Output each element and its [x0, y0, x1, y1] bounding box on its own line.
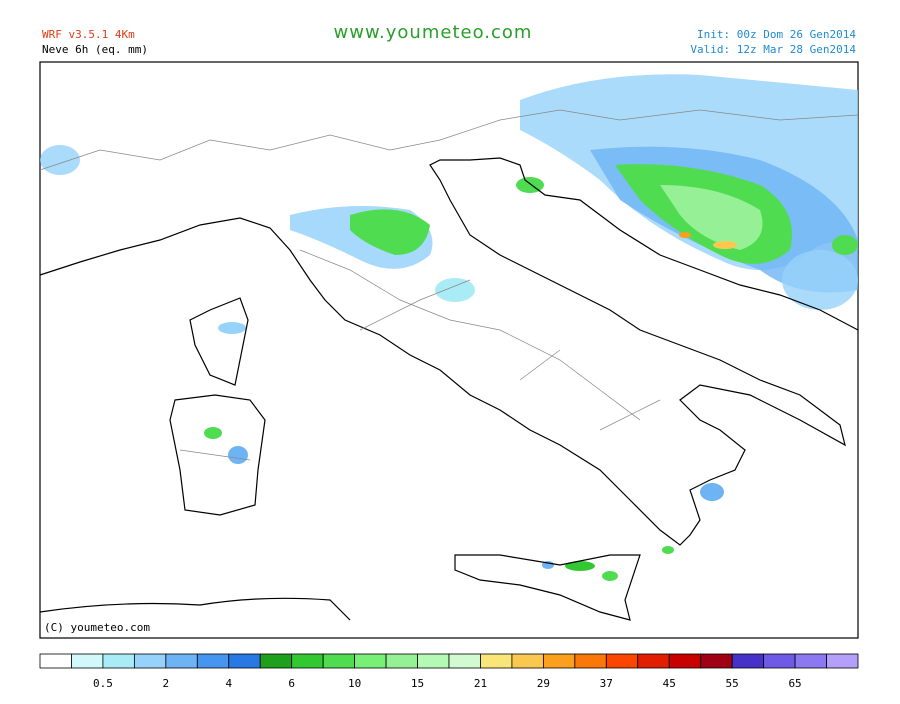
color-box — [385, 653, 418, 669]
color-box — [637, 653, 670, 669]
legend-label: 45 — [663, 677, 676, 690]
legend-label: 10 — [348, 677, 361, 690]
credit: (C) youmeteo.com — [44, 621, 150, 634]
color-box — [794, 653, 827, 669]
color-box — [291, 653, 324, 669]
legend-label: 65 — [788, 677, 801, 690]
color-box — [133, 653, 167, 669]
color-box — [322, 653, 356, 669]
color-box — [511, 653, 544, 669]
color-box — [763, 653, 796, 669]
model-label: WRF v3.5.1 4Km — [42, 28, 135, 41]
color-box — [700, 653, 733, 669]
color-box — [605, 653, 639, 669]
color-box — [71, 653, 104, 669]
valid-label: Valid: 12z Mar 28 Gen2014 — [690, 43, 856, 56]
variable-label: Neve 6h (eq. mm) — [42, 43, 148, 56]
legend-label: 2 — [163, 677, 170, 690]
color-box — [354, 653, 387, 669]
precipitation — [40, 74, 858, 581]
legend-label: 4 — [225, 677, 232, 690]
color-box — [165, 653, 198, 669]
map: (C) youmeteo.com — [39, 61, 859, 639]
color-box — [259, 653, 293, 669]
init-label: Init: 00z Dom 26 Gen2014 — [697, 28, 856, 41]
legend-label: 6 — [288, 677, 295, 690]
legend-label: 37 — [600, 677, 613, 690]
color-box — [542, 653, 576, 669]
legend-label: 0.5 — [93, 677, 113, 690]
color-box — [417, 653, 450, 669]
legend-label: 29 — [537, 677, 550, 690]
color-box — [574, 653, 607, 669]
coastlines — [39, 157, 859, 621]
color-box — [480, 653, 513, 669]
legend-label: 55 — [726, 677, 739, 690]
color-box — [826, 653, 859, 669]
color-box — [668, 653, 702, 669]
color-box — [39, 653, 72, 669]
color-box — [228, 653, 261, 669]
color-box — [102, 653, 135, 669]
borders — [39, 109, 859, 461]
site-title: www.youmeteo.com — [334, 22, 533, 43]
color-box — [448, 653, 481, 669]
legend-label: 15 — [411, 677, 424, 690]
legend: 0.5 2 4 6 10 15 21 29 37 45 55 65 — [39, 653, 859, 690]
color-box — [196, 653, 230, 669]
legend-label: 21 — [474, 677, 487, 690]
color-box — [731, 653, 765, 669]
